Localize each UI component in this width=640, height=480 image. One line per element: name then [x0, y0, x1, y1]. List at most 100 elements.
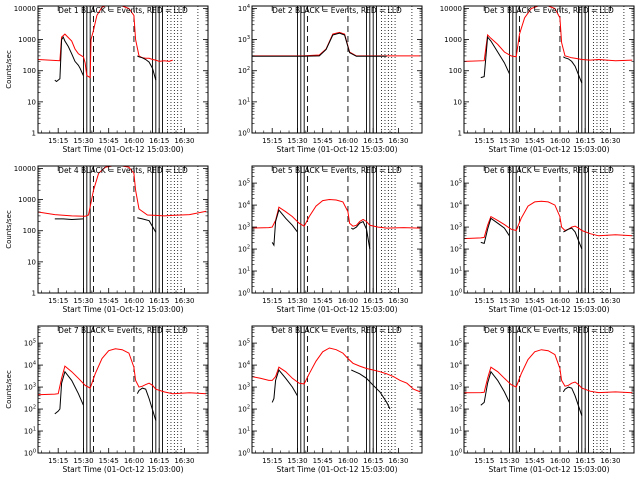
panel-det-9: 100 101 102 103 104 105 15:15 15:30 15:45 16:00 16… — [450, 325, 635, 474]
y-tick-label: 100 — [238, 129, 250, 138]
x-tick-label: 16:00 — [124, 457, 144, 465]
x-tick-label: 15:15 — [474, 457, 494, 465]
x-tick-label: 15:45 — [525, 137, 545, 145]
x-tick-label: 16:00 — [550, 297, 570, 305]
x-tick-label: 15:30 — [287, 297, 307, 305]
y-tick-label: 10000 — [440, 5, 462, 13]
y-tick-label: 101 — [24, 427, 36, 436]
y-tick-label: 101 — [238, 427, 250, 436]
x-tick-label: 16:30 — [174, 297, 194, 305]
series-events-line — [137, 217, 157, 233]
y-tick-label: 105 — [450, 339, 462, 348]
y-tick-label: 104 — [450, 201, 462, 210]
y-tick-label: 104 — [238, 201, 250, 210]
y-tick-label: 103 — [238, 223, 250, 232]
x-tick-label: 16:30 — [388, 137, 408, 145]
plot-frame — [37, 325, 209, 454]
y-tick-label: 100 — [238, 289, 250, 298]
y-axis-label: Counts/sec — [5, 370, 13, 409]
y-tick-label: 101 — [450, 267, 462, 276]
x-axis-label: Start Time (01-Oct-12 15:03:00) — [62, 305, 183, 314]
y-tick-label: 102 — [238, 245, 250, 254]
series-events-line — [562, 386, 583, 416]
y-tick-label: 105 — [238, 339, 250, 348]
x-tick-label: 15:45 — [313, 457, 333, 465]
x-tick-label: 16:15 — [149, 137, 169, 145]
y-tick-label: 10 — [27, 98, 36, 106]
y-tick-label: 101 — [238, 267, 250, 276]
panel-title: Det 1 BLACK = Events, RED = LLD — [58, 6, 188, 15]
x-tick-label: 15:45 — [313, 297, 333, 305]
plot-frame — [251, 325, 423, 454]
y-tick-label: 103 — [238, 35, 250, 44]
y-tick-label: 100 — [23, 227, 36, 235]
x-axis-label: Start Time (01-Oct-12 15:03:00) — [276, 145, 397, 154]
y-tick-label: 10000 — [14, 5, 36, 13]
y-tick-label: 104 — [450, 361, 462, 370]
series-events-line — [480, 35, 510, 79]
series-lld-line — [38, 166, 207, 217]
x-tick-label: 15:30 — [287, 137, 307, 145]
x-tick-label: 16:15 — [149, 457, 169, 465]
y-tick-label: 101 — [238, 97, 250, 106]
y-tick-label: 1000 — [444, 36, 462, 44]
panel-det-5: 100 101 102 103 104 105 15:15 15:30 15:45 16:00 16… — [238, 165, 423, 314]
x-tick-label: 15:15 — [474, 297, 494, 305]
y-tick-label: 100 — [449, 67, 462, 75]
y-tick-label: 102 — [238, 66, 250, 75]
y-tick-label: 1000 — [18, 36, 36, 44]
x-tick-label: 16:00 — [124, 297, 144, 305]
plot-frame — [37, 165, 209, 294]
series-events-line — [271, 208, 298, 247]
x-tick-label: 15:15 — [474, 137, 494, 145]
series-lld-line — [38, 348, 207, 396]
x-tick-label: 16:15 — [363, 137, 383, 145]
series-events-line — [252, 32, 387, 57]
x-tick-label: 15:30 — [73, 137, 93, 145]
x-axis-label: Start Time (01-Oct-12 15:03:00) — [276, 465, 397, 474]
panel-det-8: 100 101 102 103 104 105 15:15 15:30 15:45 16:00 16… — [238, 325, 423, 474]
x-tick-label: 16:15 — [575, 457, 595, 465]
x-tick-label: 16:15 — [149, 297, 169, 305]
y-tick-label: 105 — [238, 179, 250, 188]
x-tick-label: 15:15 — [48, 137, 68, 145]
series-lld-line — [464, 200, 633, 240]
series-lld-line — [252, 31, 421, 57]
y-tick-label: 102 — [450, 245, 462, 254]
x-tick-label: 16:00 — [550, 457, 570, 465]
x-tick-label: 15:30 — [287, 457, 307, 465]
panel-det-1: 1 10 100 1000 10000 15:15 15:30 15:45 16:00 16:15… — [5, 5, 209, 154]
y-tick-label: 1 — [458, 130, 462, 138]
panel-det-4: 1 10 100 1000 10000 15:15 15:30 15:45 16:00 16:15… — [5, 165, 209, 314]
x-tick-label: 16:30 — [600, 457, 620, 465]
y-axis-label: Counts/sec — [5, 210, 13, 249]
y-tick-label: 102 — [24, 405, 36, 414]
series-events-line — [480, 370, 510, 406]
series-lld-line — [252, 347, 421, 393]
x-tick-label: 16:30 — [388, 457, 408, 465]
x-tick-label: 16:30 — [174, 457, 194, 465]
x-tick-label: 15:15 — [262, 137, 282, 145]
x-tick-label: 15:45 — [99, 137, 119, 145]
series-lld-line — [38, 6, 173, 79]
x-tick-label: 16:00 — [338, 457, 358, 465]
y-tick-label: 103 — [450, 383, 462, 392]
x-tick-label: 15:45 — [313, 137, 333, 145]
x-tick-label: 16:30 — [174, 137, 194, 145]
y-tick-label: 100 — [24, 449, 36, 458]
y-tick-label: 10 — [27, 258, 36, 266]
plot-frame — [251, 5, 423, 134]
series-events-line — [54, 36, 84, 83]
y-tick-label: 105 — [24, 339, 36, 348]
series-events-line — [351, 220, 371, 250]
x-axis-label: Start Time (01-Oct-12 15:03:00) — [62, 145, 183, 154]
x-tick-label: 15:30 — [499, 297, 519, 305]
series-lld-line — [464, 349, 633, 394]
x-tick-label: 16:00 — [338, 297, 358, 305]
series-lld-line — [252, 198, 421, 229]
y-tick-label: 102 — [450, 405, 462, 414]
x-axis-label: Start Time (01-Oct-12 15:03:00) — [488, 305, 609, 314]
x-tick-label: 16:00 — [338, 137, 358, 145]
plot-frame — [251, 165, 423, 294]
